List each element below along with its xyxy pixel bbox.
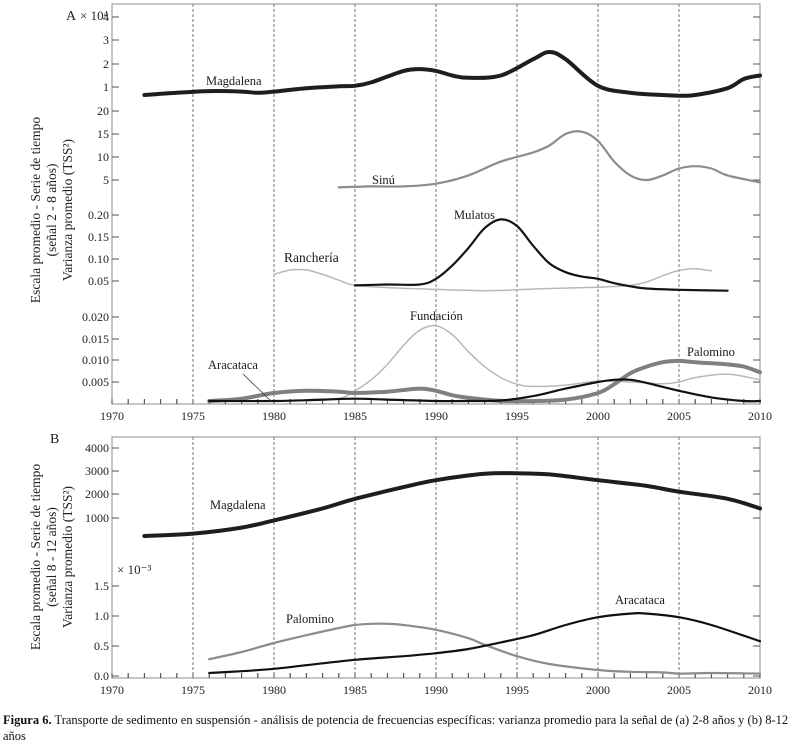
label-aracataca-a: Aracataca	[208, 358, 258, 372]
series-line-fundacion	[305, 324, 761, 402]
x-tick-label-1970: 1970	[100, 409, 124, 423]
x-tick-label-1985: 1985	[343, 409, 367, 423]
panel-b-series	[142, 471, 762, 675]
label-magdalena-b: Magdalena	[210, 498, 266, 512]
panel-a-x-ticks: 1970 1975 1980 1985 1990 1995 2000 2005 2010	[100, 399, 772, 423]
y-tick-label: 1.5	[94, 579, 109, 593]
y-tick-label: 10	[97, 150, 109, 164]
y-tick-label: 0.015	[82, 332, 109, 346]
y-tick-label: 0.010	[82, 353, 109, 367]
label-palomino-b: Palomino	[286, 612, 334, 626]
panel-a: A × 10⁴ 4 3 2 1 20 15 10 5 0.20 0.15 0.10 0.05 0.020…	[28, 3, 772, 423]
x-tick-label-1985: 1985	[343, 683, 367, 697]
aracataca-leader-line	[242, 373, 273, 403]
y-title-b-line3: Varianza promedio (TSS²)	[60, 486, 75, 628]
y-tick-label: 0.5	[94, 639, 109, 653]
panel-b-multiplier: × 10⁻³	[117, 562, 151, 577]
series-line-aracataca	[208, 612, 762, 675]
y-tick-label: 2	[103, 57, 109, 71]
y-tick-label: 0.020	[82, 310, 109, 324]
x-tick-label-1970: 1970	[100, 683, 124, 697]
y-title-b-line1: Escala promedio - Serie de tiempo	[28, 464, 43, 651]
series-line-magdalena	[142, 50, 762, 98]
x-tick-label-2010: 2010	[748, 683, 772, 697]
panel-a-y-ticks: 4 3 2 1 20 15 10 5 0.20 0.15 0.10 0.05 0.020 0.015 0.0…	[82, 10, 760, 389]
panel-a-y-axis-title: Escala promedio - Serie de tiempo (señal…	[28, 117, 75, 304]
x-tick-label-1975: 1975	[181, 409, 205, 423]
y-tick-label: 0.005	[82, 375, 109, 389]
y-title-a-line1: Escala promedio - Serie de tiempo	[28, 117, 43, 304]
x-tick-label-1990: 1990	[424, 683, 448, 697]
x-tick-label-2005: 2005	[667, 409, 691, 423]
x-tick-label-2000: 2000	[586, 683, 610, 697]
label-magdalena-a: Magdalena	[206, 74, 262, 88]
y-tick-label: 1000	[85, 511, 109, 525]
x-tick-label-1980: 1980	[262, 683, 286, 697]
panel-a-multiplier: × 10⁴	[80, 8, 109, 23]
panel-b-dashed-lines	[192, 437, 680, 678]
y-tick-label: 20	[97, 104, 109, 118]
label-sinu: Sinú	[372, 173, 396, 187]
y-tick-label: 3000	[85, 464, 109, 478]
y-tick-label: 4	[103, 10, 109, 24]
panel-b-x-ticks: 1970 1975 1980 1985 1990 1995 2000 2005 2010	[100, 673, 772, 697]
series-line-palomino	[208, 622, 762, 675]
y-title-a-line3: Varianza promedio (TSS²)	[60, 139, 75, 281]
series-line-magdalena	[142, 471, 762, 538]
series-line-mulatos	[353, 218, 729, 292]
y-tick-label: 1	[103, 80, 109, 94]
y-tick-label: 5	[103, 173, 109, 187]
y-tick-label: 0.10	[88, 252, 109, 266]
caption-text: Transporte de sedimento en suspensión - …	[3, 713, 789, 743]
label-aracataca-b: Aracataca	[615, 593, 665, 607]
y-tick-label: 0.05	[88, 274, 109, 288]
y-title-b-line2: (señal 8 - 12 años)	[44, 507, 59, 607]
panel-b-y-ticks: 4000 3000 2000 1000 1.5 1.0 0.5 0.0	[85, 441, 760, 683]
y-tick-label: 15	[97, 127, 109, 141]
x-tick-label-1990: 1990	[424, 409, 448, 423]
x-tick-label-1995: 1995	[505, 683, 529, 697]
y-tick-label: 0.20	[88, 208, 109, 222]
x-tick-label-1995: 1995	[505, 409, 529, 423]
x-tick-label-1980: 1980	[262, 409, 286, 423]
y-tick-label: 3	[103, 33, 109, 47]
y-tick-label: 0.0	[94, 669, 109, 683]
y-tick-label: 0.15	[88, 230, 109, 244]
label-palomino-a: Palomino	[687, 345, 735, 359]
panel-a-letter: A	[66, 9, 77, 24]
series-line-aracataca	[208, 378, 762, 403]
y-title-a-line2: (señal 2 - 8 años)	[44, 164, 59, 257]
label-mulatos: Mulatos	[454, 208, 495, 222]
label-rancheria: Ranchería	[284, 250, 339, 265]
panel-b-series-labels: Magdalena Palomino Aracataca	[210, 498, 665, 626]
y-tick-label: 1.0	[94, 609, 109, 623]
series-line-rancheria	[273, 267, 713, 292]
x-tick-label-2010: 2010	[748, 409, 772, 423]
label-fundacion: Fundación	[410, 309, 464, 323]
x-tick-label-2000: 2000	[586, 409, 610, 423]
panel-b-y-axis-title: Escala promedio - Serie de tiempo (señal…	[28, 464, 75, 651]
figure-caption: Figura 6. Transporte de sedimento en sus…	[3, 712, 803, 744]
y-tick-label: 2000	[85, 487, 109, 501]
figure-6: A × 10⁴ 432120151050.200.150.100.050.020…	[28, 3, 772, 697]
x-tick-label-2005: 2005	[667, 683, 691, 697]
series-line-palomino	[207, 358, 762, 404]
panel-a-series	[142, 50, 762, 404]
panel-b-letter: B	[50, 432, 59, 447]
y-tick-label: 4000	[85, 441, 109, 455]
panel-a-dashed-lines	[192, 4, 680, 404]
series-line-sinu	[337, 130, 762, 189]
caption-label: Figura 6.	[3, 713, 52, 727]
x-tick-label-1975: 1975	[181, 683, 205, 697]
panel-a-series-labels: Magdalena Sinú Mulatos Ranchería Fundaci…	[206, 74, 735, 403]
